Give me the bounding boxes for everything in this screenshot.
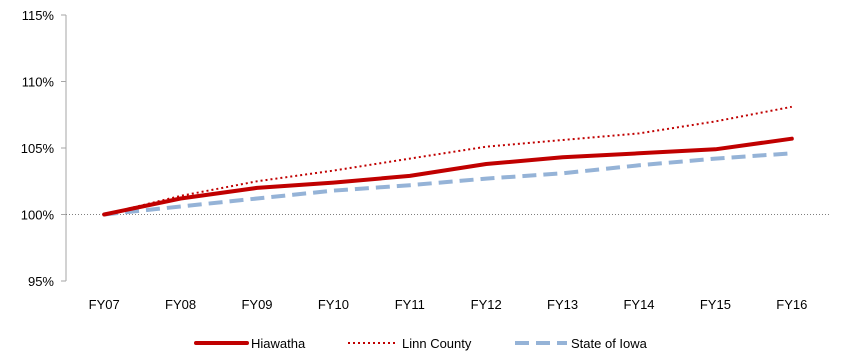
legend-label-state-of-iowa: State of Iowa: [571, 336, 648, 351]
legend-label-linn-county: Linn County: [402, 336, 472, 351]
y-tick-label: 100%: [21, 208, 55, 223]
x-tick-label: FY08: [165, 297, 196, 312]
x-axis-ticks: FY07 FY08 FY09 FY10 FY11 FY12 FY13 FY14 FY15 FY16: [89, 297, 808, 312]
x-tick-label: FY15: [700, 297, 731, 312]
legend-label-hiawatha: Hiawatha: [251, 336, 306, 351]
x-tick-label: FY10: [318, 297, 349, 312]
x-tick-label: FY09: [241, 297, 272, 312]
series-line-hiawatha: [102, 136, 794, 217]
series-layer: [102, 105, 794, 217]
x-tick-label: FY16: [776, 297, 807, 312]
x-tick-label: FY12: [471, 297, 502, 312]
x-tick-label: FY14: [623, 297, 654, 312]
y-tick-label: 115%: [22, 8, 55, 23]
x-tick-label: FY07: [89, 297, 120, 312]
y-tick-label: 95%: [28, 274, 54, 289]
series-line-state-of-iowa: [103, 151, 792, 217]
y-axis-ticks: 95% 100% 105% 110% 115%: [21, 8, 66, 289]
x-tick-label: FY11: [395, 297, 425, 312]
legend: Hiawatha Linn County State of Iowa: [194, 336, 648, 351]
series-line-linn-county: [103, 105, 792, 216]
y-tick-label: 105%: [21, 141, 55, 156]
y-tick-label: 110%: [22, 75, 55, 90]
x-tick-label: FY13: [547, 297, 578, 312]
